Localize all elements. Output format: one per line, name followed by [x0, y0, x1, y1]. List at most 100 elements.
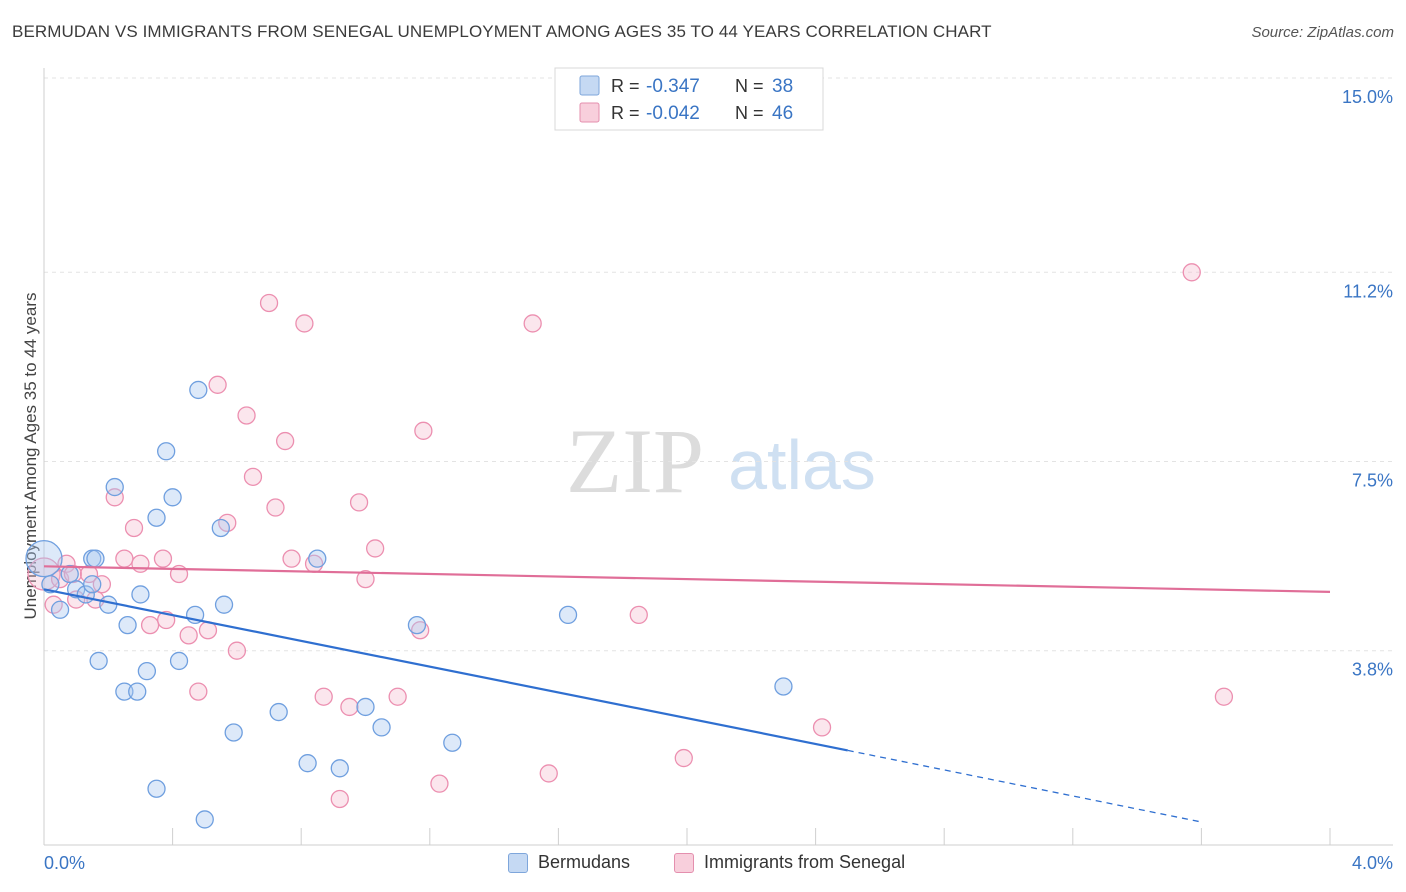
point-bermudans-17: [147, 779, 166, 798]
point-bermudans-37: [774, 677, 793, 696]
y-tick-label-0: 3.8%: [1352, 660, 1393, 680]
point-senegal-18: [189, 682, 208, 701]
axes: [43, 68, 1393, 846]
point-bermudans-34: [407, 615, 427, 635]
point-senegal-24: [243, 467, 263, 486]
point-bermudans-3: [60, 564, 79, 584]
legend-swatch-senegal: [579, 102, 600, 123]
point-senegal-10: [115, 549, 134, 568]
point-senegal-38: [411, 621, 430, 640]
point-senegal-44: [674, 748, 693, 768]
source-label: Source: ZipAtlas.com: [1251, 24, 1394, 41]
point-bermudans-36: [558, 605, 578, 625]
legend-item-senegal: Immigrants from Senegal: [674, 852, 905, 873]
point-senegal-32: [330, 789, 349, 809]
point-senegal-17: [179, 626, 198, 645]
point-bermudans-28: [269, 702, 288, 722]
point-bermudans-29: [298, 754, 317, 773]
series-bermudans-points: [25, 380, 793, 829]
point-senegal-11: [124, 518, 144, 538]
legend-swatch-bermudans-bottom: [508, 852, 528, 873]
point-senegal-35: [356, 569, 375, 589]
point-bermudans-35: [443, 733, 462, 752]
x-tick-label-min: 0.0%: [44, 853, 85, 873]
point-bermudans-26: [214, 595, 234, 614]
legend-label-senegal: Immigrants from Senegal: [704, 852, 906, 872]
point-senegal-20: [208, 375, 227, 394]
legend-n-label-1: N =: [735, 76, 764, 96]
point-senegal-47: [1214, 687, 1234, 706]
point-senegal-29: [295, 314, 314, 333]
point-senegal-12: [131, 554, 150, 573]
point-senegal-45: [812, 718, 832, 737]
point-bermudans-23: [189, 380, 208, 400]
point-bermudans-1: [41, 575, 60, 594]
trendline-bermudans-extension: [847, 749, 1202, 823]
point-senegal-8: [92, 575, 112, 594]
point-senegal-43: [629, 605, 648, 625]
series-senegal-points: [27, 263, 1234, 809]
point-bermudans-12: [115, 682, 134, 701]
point-bermudans-19: [157, 442, 176, 461]
point-senegal-27: [275, 431, 295, 451]
point-senegal-37: [388, 687, 407, 706]
legend-r-value-1: -0.347: [646, 76, 700, 97]
y-tick-label-1: 7.5%: [1352, 471, 1393, 491]
point-bermudans-2: [50, 600, 70, 619]
point-senegal-25: [259, 293, 279, 313]
point-senegal-6: [79, 564, 99, 584]
point-bermudans-14: [128, 682, 147, 701]
point-senegal-9: [105, 488, 124, 507]
legend-n-value-1: 38: [772, 76, 793, 97]
point-senegal-36: [365, 539, 385, 558]
x-tick-label-max: 4.0%: [1352, 853, 1393, 873]
y-tick-labels: 3.8% 7.5% 11.2% 15.0%: [1342, 87, 1393, 680]
point-bermudans-20: [163, 488, 182, 507]
point-bermudans-30: [308, 549, 327, 568]
point-senegal-13: [140, 615, 160, 635]
legend-r-value-2: -0.042: [646, 103, 700, 124]
y-axis-label: Unemployment Among Ages 35 to 44 years: [21, 293, 40, 620]
legend-n-label-2: N =: [735, 103, 764, 123]
point-senegal-28: [282, 549, 301, 568]
point-bermudans-32: [356, 697, 375, 717]
chart-title: BERMUDAN VS IMMIGRANTS FROM SENEGAL UNEM…: [12, 22, 992, 41]
point-senegal-42: [539, 764, 558, 783]
point-bermudans-9: [89, 651, 108, 671]
x-ticks: [172, 828, 1331, 845]
point-bermudans-24: [195, 810, 214, 829]
point-senegal-22: [227, 641, 247, 660]
point-bermudans-0: [25, 540, 63, 578]
stats-legend: R = -0.347 N = 38 R = -0.042 N = 46: [554, 67, 824, 131]
point-senegal-31: [314, 687, 333, 706]
watermark-zip: ZIP: [566, 410, 704, 512]
point-senegal-41: [523, 314, 542, 333]
bottom-legend: Bermudans Immigrants from Senegal: [0, 850, 1406, 878]
watermark-atlas: atlas: [728, 426, 876, 504]
point-bermudans-27: [224, 723, 243, 742]
point-senegal-40: [430, 774, 449, 793]
legend-n-value-2: 46: [772, 103, 793, 124]
point-bermudans-21: [169, 651, 189, 671]
point-bermudans-15: [131, 585, 150, 604]
y-tick-label-3: 15.0%: [1342, 87, 1393, 107]
y-tick-label-2: 11.2%: [1343, 281, 1393, 301]
point-senegal-39: [414, 421, 433, 440]
point-bermudans-8: [86, 549, 105, 568]
point-bermudans-6: [83, 575, 102, 594]
legend-r-label-2: R =: [611, 103, 640, 123]
legend-label-bermudans: Bermudans: [538, 852, 631, 872]
point-bermudans-25: [211, 518, 230, 538]
point-bermudans-11: [105, 477, 124, 497]
point-bermudans-16: [137, 661, 157, 681]
trendline-bermudans: [43, 588, 848, 752]
point-senegal-14: [153, 549, 173, 568]
gridlines: [44, 77, 1393, 652]
point-bermudans-13: [118, 615, 137, 635]
point-bermudans-33: [372, 718, 391, 737]
legend-item-bermudans: Bermudans: [508, 852, 630, 873]
trendlines: [43, 565, 1331, 823]
point-senegal-46: [1182, 263, 1201, 282]
point-senegal-33: [340, 697, 359, 717]
